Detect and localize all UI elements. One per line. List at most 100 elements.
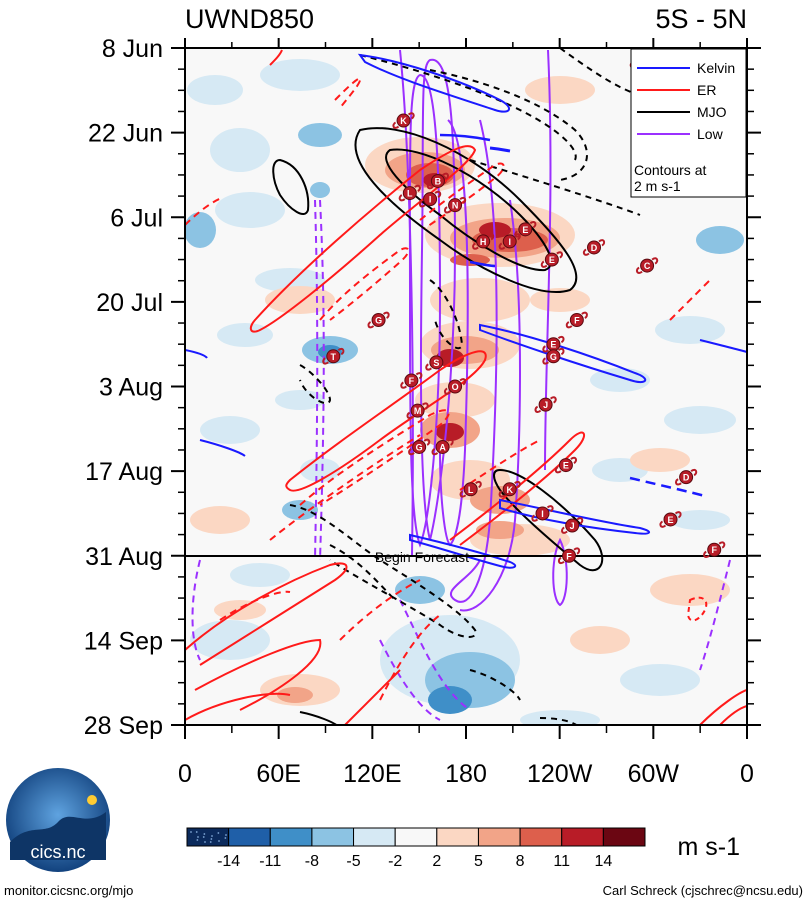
storm-swirl: [434, 190, 442, 199]
er-contours: [185, 49, 747, 725]
storm-swirl: [425, 363, 432, 371]
storm-swirl: [392, 121, 400, 129]
storm-marker: A: [431, 438, 454, 456]
storm-marker: K: [392, 112, 415, 129]
storm-swirl: [414, 184, 421, 192]
storm-icon: [535, 506, 550, 521]
storm-icon: [679, 470, 694, 485]
colorbar-texture: [204, 841, 206, 843]
chart-title-left: UWND850: [185, 4, 314, 34]
storm-swirl: [557, 335, 565, 344]
storm-marker: I: [531, 505, 554, 522]
legend-label: ER: [697, 82, 716, 98]
colorbar-swatch: [269, 827, 313, 847]
colorbar: -14 -11 -8 -5 -2 2 5 8 11 14: [186, 827, 646, 870]
x-tick-label: 0: [178, 760, 192, 788]
storm-marker: G: [367, 311, 390, 329]
storm-marker: C: [635, 257, 659, 274]
storm-swirl: [556, 251, 563, 259]
x-tick-label: 60W: [628, 760, 680, 788]
right-credit: Carl Schreck (cjschrec@ncsu.edu): [603, 883, 803, 898]
storm-marker: N: [443, 196, 467, 214]
storm-marker: J: [561, 517, 584, 534]
storm-icon: [448, 379, 463, 394]
storm-letter: E: [549, 255, 555, 265]
colorbar-tick-label: -14: [217, 853, 240, 870]
x-tick-label: 120W: [527, 760, 593, 788]
storm-swirl: [581, 311, 588, 319]
colorbar-swatch: [186, 827, 230, 847]
storm-icon: [707, 542, 722, 557]
storm-swirl: [443, 387, 451, 395]
storm-marker: I: [418, 190, 442, 208]
y-tick-label: 20 Jul: [96, 289, 163, 317]
storm-swirl: [565, 321, 573, 329]
storm-swirl: [540, 260, 548, 268]
storm-icon: [371, 313, 386, 328]
y-tick-label: 31 Aug: [85, 543, 163, 571]
storm-letter: I: [541, 509, 544, 519]
legend-label: Kelvin: [697, 60, 735, 76]
storm-icon: [412, 439, 427, 454]
storm-icon: [558, 458, 573, 473]
storm-swirl: [534, 405, 542, 413]
storm-swirl: [421, 402, 429, 410]
storm-swirl: [440, 353, 448, 362]
y-axis: 8 Jun 22 Jun 6 Jul 20 Jul 3 Aug 17 Aug 31 Aug 1…: [84, 35, 761, 740]
storm-swirl: [400, 381, 407, 389]
storm-letter: F: [574, 316, 580, 326]
storm-swirl: [459, 490, 467, 498]
storm-letter: F: [566, 551, 572, 561]
colorbar-texture: [197, 836, 199, 838]
y-tick-label: 17 Aug: [85, 458, 163, 486]
colorbar-swatch: [561, 827, 604, 847]
storm-swirl: [561, 526, 568, 534]
storm-marker: E: [659, 511, 682, 528]
logo-mountains: [10, 812, 106, 860]
mjo-contours: [272, 48, 641, 725]
storm-swirl: [337, 347, 345, 356]
storm-swirl: [418, 200, 426, 208]
colorbar-tick-label: -11: [259, 853, 281, 870]
storm-icon: [565, 518, 580, 533]
storm-letter: J: [543, 400, 548, 410]
legend-box: [630, 48, 747, 198]
storm-swirl: [542, 345, 550, 353]
storm-swirl: [446, 438, 454, 446]
colorbar-tick-label: -5: [346, 853, 360, 870]
storm-swirl: [573, 547, 581, 555]
storm-letter: H: [480, 237, 487, 247]
storm-marker: F: [565, 311, 588, 329]
storm-swirl: [498, 242, 506, 250]
wave-contours: [185, 48, 747, 725]
storm-markers: GBKBLINEHIDECGFETGSFOJMGAEDLKIEJFF: [322, 51, 726, 565]
storm-swirl: [475, 480, 482, 489]
storm-marker: G: [408, 438, 431, 456]
colorbar-texture: [203, 833, 206, 835]
storm-swirl: [382, 311, 390, 319]
storm-letter: L: [407, 189, 413, 199]
storm-swirl: [542, 357, 550, 365]
storm-letter: F: [409, 376, 415, 386]
x-tick-label: 60E: [256, 760, 300, 788]
storm-swirl: [322, 357, 329, 365]
storm-icon: [429, 355, 444, 370]
storm-swirl: [472, 242, 479, 250]
colorbar-swatch: [353, 827, 396, 847]
storm-swirl: [549, 396, 557, 404]
storm-icon: [640, 258, 655, 273]
legend-label: MJO: [697, 104, 727, 120]
storm-letter: I: [508, 237, 511, 247]
storm-letter: G: [375, 316, 382, 326]
colorbar-texture: [196, 839, 199, 841]
storm-icon: [402, 186, 417, 201]
storm-letter: G: [550, 352, 557, 362]
storm-swirl: [459, 196, 467, 205]
storm-marker: S: [425, 353, 448, 371]
begin-forecast-label: Begin Forecast: [375, 549, 469, 565]
storm-swirl: [690, 468, 698, 477]
storm-marker: D: [675, 468, 698, 486]
storm-swirl: [576, 517, 584, 525]
colorbar-texture: [210, 838, 213, 840]
